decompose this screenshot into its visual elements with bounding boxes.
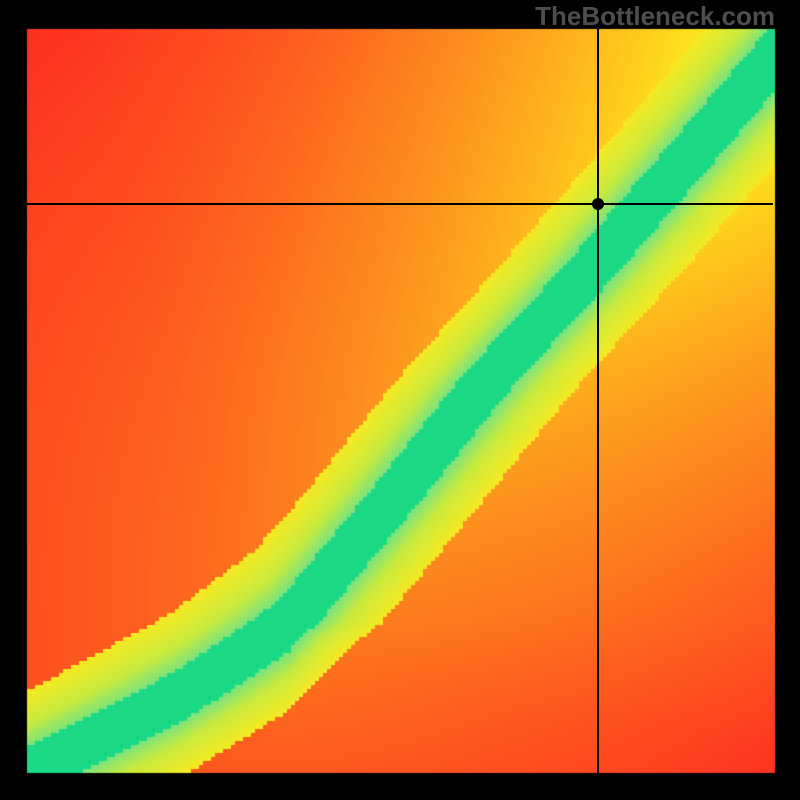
bottleneck-heatmap xyxy=(0,0,800,800)
crosshair-vertical xyxy=(597,29,599,773)
watermark-text: TheBottleneck.com xyxy=(535,1,775,32)
crosshair-horizontal xyxy=(27,203,773,205)
